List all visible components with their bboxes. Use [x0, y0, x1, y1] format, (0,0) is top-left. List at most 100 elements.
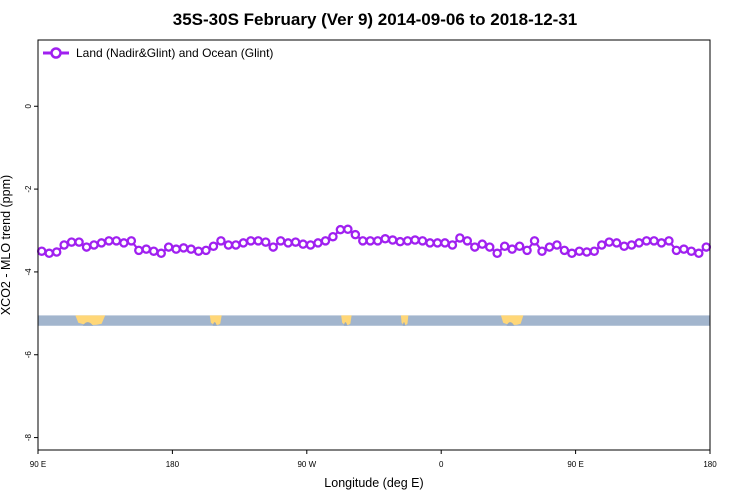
data-point — [141, 244, 152, 254]
data-point — [499, 241, 510, 251]
data-point — [395, 236, 405, 247]
data-point — [74, 237, 84, 247]
data-point — [148, 246, 159, 256]
land-mass — [75, 315, 106, 326]
data-point — [462, 236, 473, 246]
data-point — [470, 242, 480, 252]
data-point — [425, 238, 435, 248]
data-point — [171, 244, 181, 254]
data-point — [231, 240, 241, 250]
data-point — [328, 231, 338, 242]
data-point — [417, 236, 428, 246]
data-point — [178, 243, 189, 253]
land-detail — [82, 322, 94, 326]
data-point — [664, 236, 674, 246]
data-point — [298, 239, 308, 249]
data-point — [66, 237, 77, 247]
data-point — [104, 236, 114, 246]
land-detail — [402, 322, 406, 326]
data-point — [649, 236, 659, 246]
data-point — [552, 240, 562, 250]
data-point — [477, 239, 488, 249]
data-point — [343, 224, 353, 235]
data-point — [372, 236, 383, 246]
data-point — [238, 238, 249, 248]
data-point — [305, 240, 316, 250]
data-point — [216, 236, 226, 246]
data-point — [163, 242, 174, 252]
data-point — [358, 236, 368, 246]
y-axis-label: XCO2 - MLO trend (ppm) — [0, 175, 13, 315]
data-point — [186, 244, 196, 254]
data-point — [44, 248, 54, 259]
data-point — [111, 236, 122, 246]
data-point — [156, 248, 166, 259]
x-tick-label: 180 — [166, 460, 180, 469]
land-detail — [212, 322, 217, 326]
y-axis: 0 -2 -4 -6 -8 — [24, 103, 38, 441]
y-tick-label: -8 — [24, 433, 33, 441]
land-ocean-strip — [38, 315, 710, 326]
data-point — [701, 242, 712, 252]
plot-frame — [37, 39, 711, 451]
data-point — [208, 241, 219, 251]
x-tick-label: 180 — [703, 460, 717, 469]
data-point — [402, 236, 413, 246]
chart-title: 35S-30S February (Ver 9) 2014-09-06 to 2… — [173, 10, 577, 29]
data-point — [81, 242, 92, 252]
x-axis-label: Longitude (deg E) — [324, 476, 423, 490]
data-point — [440, 238, 450, 248]
data-point — [126, 236, 137, 246]
data-point — [671, 245, 682, 256]
data-point — [96, 238, 107, 248]
x-tick-label: 90 E — [30, 460, 46, 469]
data-point — [59, 240, 69, 250]
data-point — [313, 238, 323, 248]
land-detail — [506, 322, 515, 326]
data-point — [522, 245, 532, 256]
data-point — [679, 244, 689, 254]
x-tick-label: 90 W — [297, 460, 316, 469]
y-tick-label: -4 — [24, 268, 33, 276]
data-point — [89, 240, 99, 250]
data-point — [634, 238, 644, 248]
data-point — [582, 247, 592, 257]
data-point — [246, 236, 256, 246]
x-axis: 90 E 180 90 W 0 90 E 180 — [30, 450, 717, 469]
data-point — [544, 242, 555, 252]
data-point — [619, 241, 629, 251]
land-detail — [343, 322, 348, 326]
data-point — [201, 245, 211, 256]
data-point — [537, 246, 547, 256]
land-mass — [209, 315, 222, 326]
legend-label-series-1: Land (Nadir&Glint) and Ocean (Glint) — [76, 46, 273, 60]
data-point — [275, 236, 286, 246]
series-layer — [36, 224, 712, 259]
data-point — [507, 244, 517, 254]
data-point — [410, 235, 420, 245]
land-mass — [341, 315, 352, 326]
data-point — [268, 242, 278, 252]
data-point — [641, 236, 652, 246]
data-point — [574, 246, 585, 256]
data-point — [36, 246, 47, 256]
land-mass — [500, 315, 524, 326]
data-point — [626, 240, 637, 250]
data-point — [559, 245, 570, 256]
data-point — [193, 246, 204, 256]
data-point — [529, 236, 540, 246]
data-point — [596, 240, 607, 250]
data-point — [387, 235, 398, 245]
legend-marker-swatch — [50, 47, 62, 59]
data-point — [432, 238, 443, 248]
data-point — [290, 237, 301, 247]
land-mass — [400, 315, 409, 326]
data-point — [694, 248, 704, 259]
data-point — [492, 248, 502, 259]
data-point — [350, 229, 361, 240]
data-point — [51, 247, 62, 257]
data-point — [119, 238, 129, 248]
data-point — [320, 236, 331, 246]
data-point — [656, 238, 667, 248]
